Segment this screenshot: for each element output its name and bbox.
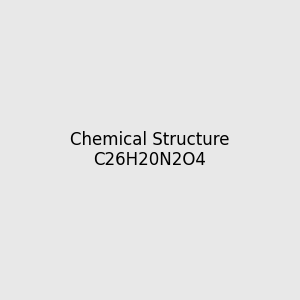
Text: Chemical Structure
C26H20N2O4: Chemical Structure C26H20N2O4 [70, 130, 230, 170]
